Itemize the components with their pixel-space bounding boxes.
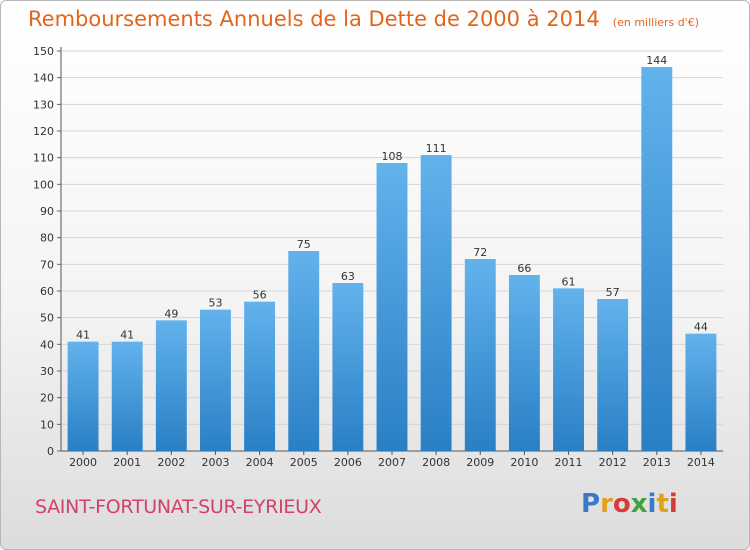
- x-tick-label: 2005: [290, 456, 318, 469]
- x-tick-label: 2014: [687, 456, 715, 469]
- proxiti-logo[interactable]: Proxiti: [581, 489, 678, 519]
- y-tick-label: 30: [40, 365, 54, 378]
- axes: 0 10 20 30 40 50 60 70 80 90 100 110 120 130 140 150 200…: [33, 45, 723, 469]
- bar-2000: [67, 341, 99, 451]
- bar-2013: [641, 67, 673, 451]
- x-tick-label: 2011: [555, 456, 583, 469]
- y-tick-label: 80: [40, 232, 54, 245]
- data-label-2007: 108: [382, 150, 403, 163]
- data-label-2004: 56: [253, 289, 267, 302]
- data-label-2003: 53: [208, 297, 222, 310]
- y-tick-label: 50: [40, 312, 54, 325]
- chart-title: Remboursements Annuels de la Dette de 20…: [28, 7, 600, 31]
- bar-2014: [685, 333, 717, 451]
- y-tick-label: 60: [40, 285, 54, 298]
- logo-letter: i: [668, 489, 678, 519]
- data-label-2010: 66: [517, 262, 531, 275]
- x-tick-label: 2008: [422, 456, 450, 469]
- data-label-2001: 41: [120, 329, 134, 342]
- x-tick-label: 2002: [157, 456, 185, 469]
- x-tick-label: 2000: [69, 456, 97, 469]
- x-tick-label: 2004: [246, 456, 274, 469]
- data-label-2012: 57: [606, 286, 620, 299]
- bar-2007: [376, 163, 408, 451]
- x-tick-label: 2006: [334, 456, 362, 469]
- logo-letter: o: [612, 489, 631, 519]
- bar-2011: [553, 288, 584, 451]
- bar-2010: [508, 275, 540, 451]
- commune-name: SAINT-FORTUNAT-SUR-EYRIEUX: [35, 496, 322, 518]
- bar-2005: [288, 251, 320, 451]
- bar-2003: [200, 309, 231, 451]
- data-label-2013: 144: [646, 54, 667, 67]
- x-tick-label: 2012: [599, 456, 627, 469]
- logo-letter: x: [630, 489, 648, 519]
- y-tick-label: 140: [33, 72, 54, 85]
- chart-title-block: Remboursements Annuels de la Dette de 20…: [28, 7, 699, 31]
- y-tick-label: 70: [40, 258, 54, 271]
- x-tick-label: 2007: [378, 456, 406, 469]
- bar-2012: [597, 299, 629, 451]
- bars: [67, 67, 717, 451]
- chart-subtitle: (en milliers d'€): [612, 16, 700, 29]
- bar-2009: [464, 259, 496, 451]
- bar-2006: [332, 283, 364, 451]
- data-label-2005: 75: [297, 238, 311, 251]
- data-label-2009: 72: [473, 246, 487, 259]
- x-tick-label: 2010: [510, 456, 538, 469]
- x-tick-label: 2013: [643, 456, 671, 469]
- y-tick-label: 130: [33, 98, 54, 111]
- x-tick-label: 2009: [466, 456, 494, 469]
- data-label-2014: 44: [694, 321, 708, 334]
- data-label-2000: 41: [76, 329, 90, 342]
- y-tick-label: 0: [47, 445, 54, 458]
- logo-letter: r: [600, 489, 613, 519]
- bar-2001: [111, 341, 143, 451]
- data-label-2011: 61: [562, 275, 576, 288]
- logo-letter: t: [656, 489, 669, 519]
- y-tick-label: 110: [33, 152, 54, 165]
- x-tick-label: 2001: [113, 456, 141, 469]
- bar-2004: [244, 301, 276, 451]
- y-tick-label: 10: [40, 418, 54, 431]
- y-tick-label: 20: [40, 392, 54, 405]
- y-tick-label: 90: [40, 205, 54, 218]
- x-tick-label: 2003: [201, 456, 229, 469]
- bar-2002: [155, 320, 187, 451]
- logo-letter: i: [647, 489, 657, 519]
- data-label-2006: 63: [341, 270, 355, 283]
- data-label-2008: 111: [426, 142, 447, 155]
- y-tick-label: 120: [33, 125, 54, 138]
- data-label-2002: 49: [164, 307, 178, 320]
- y-tick-label: 40: [40, 338, 54, 351]
- data-labels: 41 41 49 53 56 75 63 108 111 72 66 61 57 144 44: [76, 54, 708, 342]
- logo-letter: P: [581, 489, 601, 519]
- y-tick-label: 150: [33, 45, 54, 58]
- y-tick-label: 100: [33, 178, 54, 191]
- bar-2008: [420, 155, 452, 451]
